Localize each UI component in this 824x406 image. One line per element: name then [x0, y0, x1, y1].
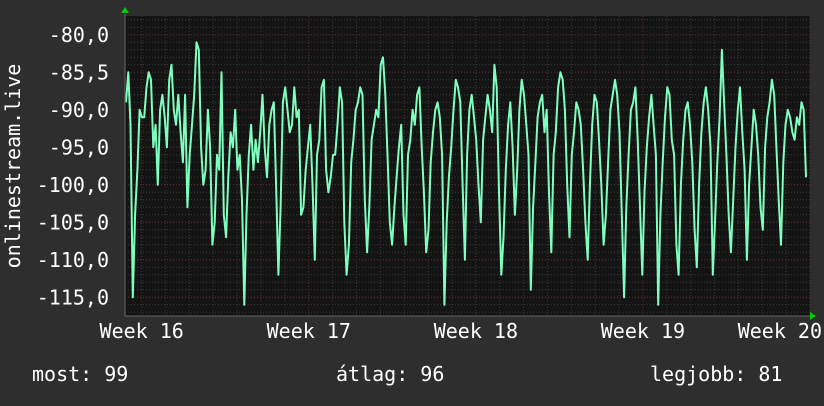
stat-best: legjobb: 81 [650, 362, 783, 386]
y-axis-label: onlinestream.live [1, 64, 25, 269]
y-tick-label: -85,5 [49, 60, 109, 84]
y-tick-label: -110,0 [37, 248, 109, 272]
y-tick-label: -105,0 [37, 210, 109, 234]
x-tick-label: Week 20 [738, 319, 822, 343]
y-tick-label: -100,0 [37, 173, 109, 197]
axes [121, 7, 816, 320]
y-tick-label: -80,0 [49, 23, 109, 47]
y-tick-labels: -80,0 -85,5 -90,0 -95,0 -100,0 -105,0 -110,0 -1… [37, 23, 109, 310]
y-tick-label: -115,0 [37, 285, 109, 309]
x-tick-label: Week 18 [434, 319, 518, 343]
x-axis-arrow-icon [810, 312, 816, 320]
x-tick-labels: Week 16 Week 17 Week 18 Week 19 Week 20 [100, 319, 822, 343]
stat-average: átlag: 96 [336, 362, 445, 386]
y-tick-label: -95,0 [49, 135, 109, 159]
stat-now: most: 99 [32, 362, 129, 386]
y-tick-label: -90,0 [49, 98, 109, 122]
series-layer [125, 41, 807, 306]
x-tick-label: Week 19 [601, 319, 685, 343]
x-tick-label: Week 17 [267, 319, 351, 343]
x-tick-label: Week 16 [100, 319, 184, 343]
series-line [125, 41, 807, 306]
y-axis-arrow-icon [121, 7, 129, 13]
